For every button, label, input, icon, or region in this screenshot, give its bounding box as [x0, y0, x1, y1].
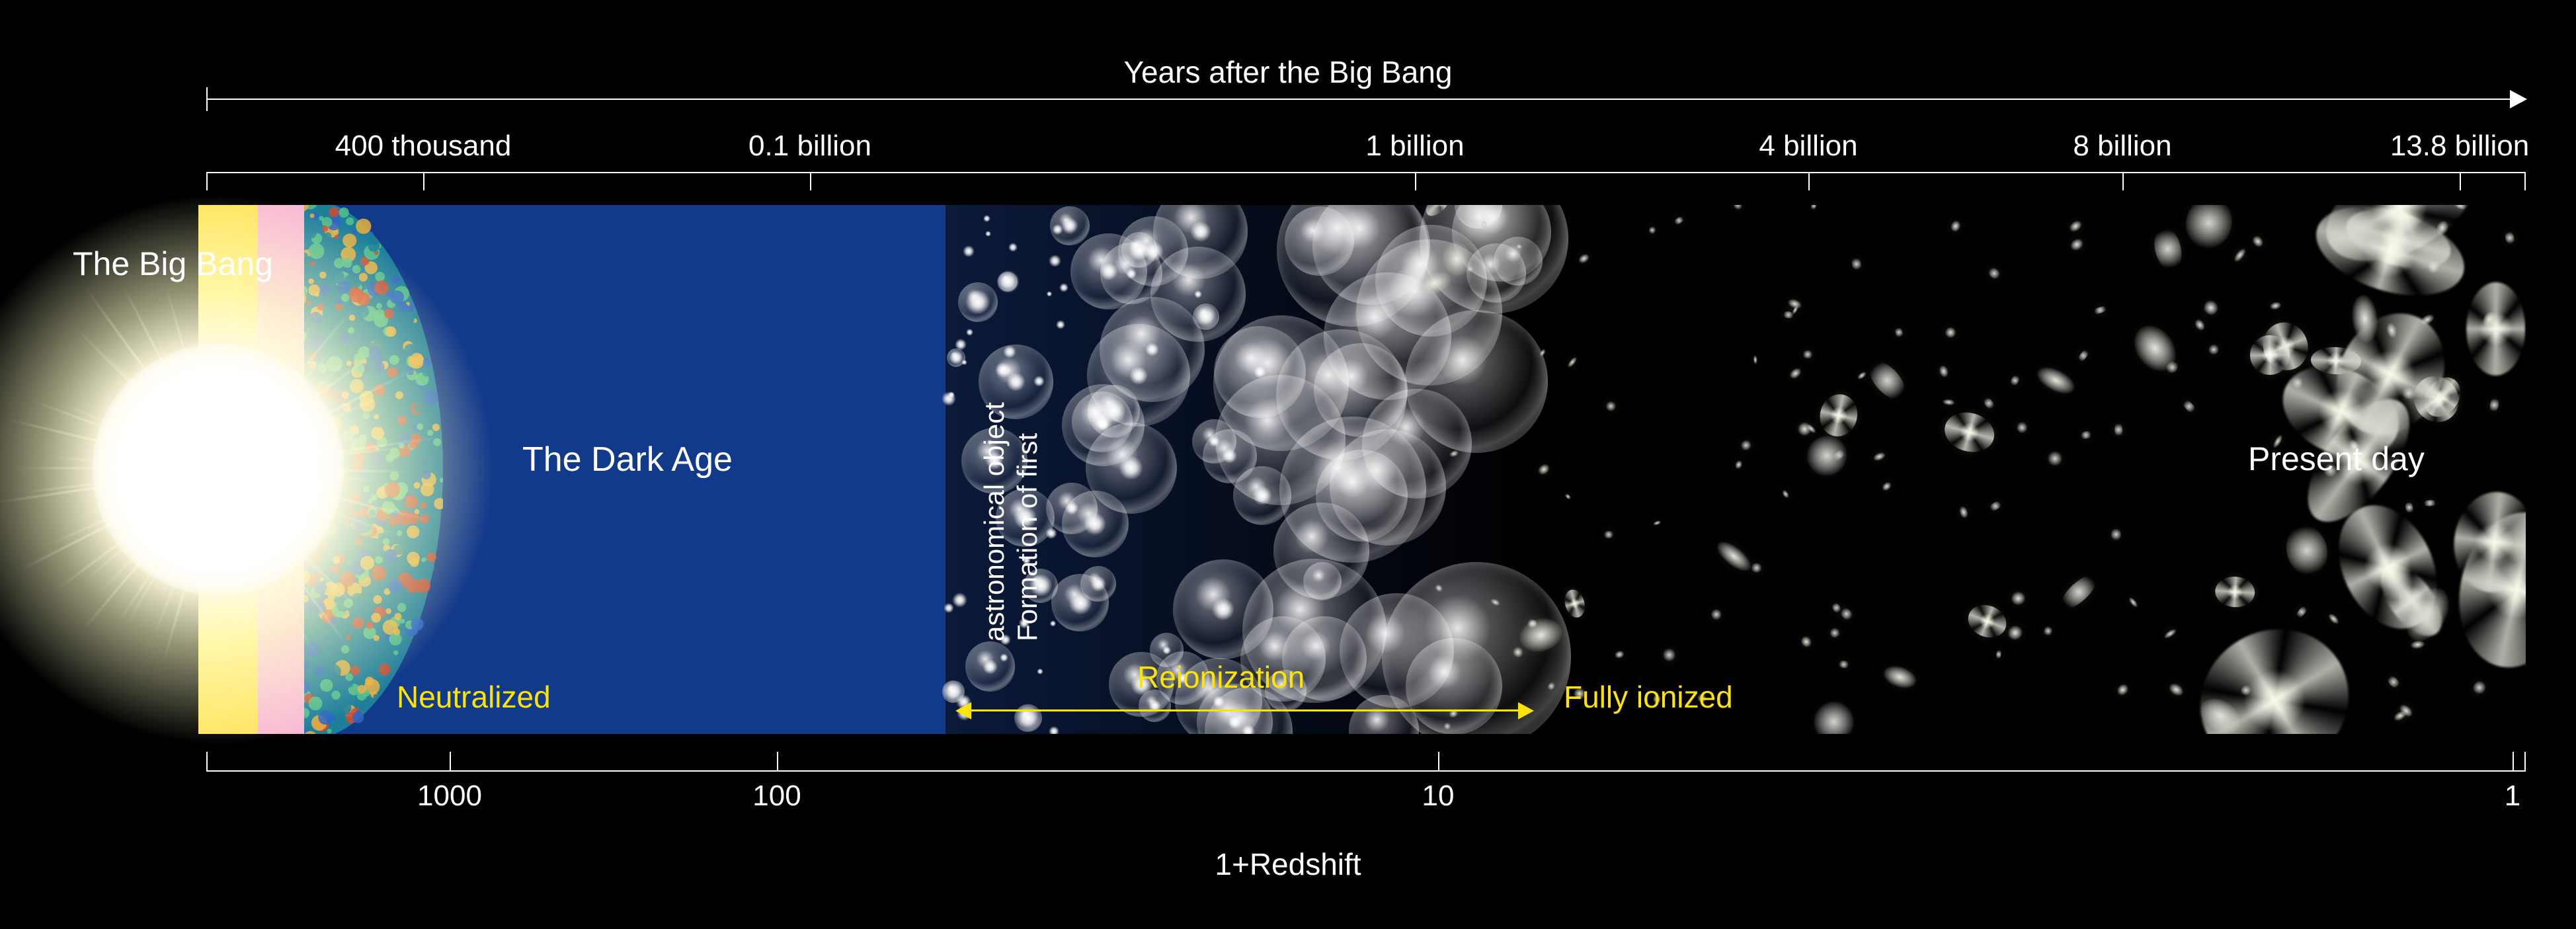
- top-axis-tick-line: [1415, 172, 1416, 190]
- top-axis-tick-line: [810, 172, 811, 190]
- bottom-axis-title: 1+Redshift: [1090, 846, 1486, 882]
- top-axis-tick-line: [2122, 172, 2124, 190]
- bottom-axis-right-cap: [2524, 752, 2526, 770]
- big-bang-core: [93, 344, 344, 595]
- ionization-state-label: Fully ionized: [1564, 679, 1733, 715]
- bottom-axis-tick-line: [450, 752, 451, 770]
- top-axis-line: [206, 172, 2526, 173]
- bottom-axis-tick-line: [1438, 752, 1439, 770]
- top-timeline-arrow-head: [2510, 90, 2527, 108]
- bottom-axis-tick-line: [2513, 752, 2514, 770]
- big-bang-label: The Big Bang: [73, 245, 273, 283]
- reionization-arrow-line: [970, 709, 1519, 711]
- top-axis-tick-label: 8 billion: [2003, 130, 2241, 163]
- reionization-label: Reionization: [1137, 659, 1305, 695]
- top-axis-tick-line: [423, 172, 424, 190]
- reionization-arrow-head-right: [1518, 702, 1534, 719]
- bottom-axis-tick-line: [777, 752, 778, 770]
- top-axis-tick-label: 4 billion: [1689, 130, 1927, 163]
- bottom-axis-tick-label: 100: [698, 780, 856, 813]
- ionization-state-labels: Fully ionizedNeutralizedFully ionized: [206, 205, 2526, 734]
- top-axis-title: Years after the Big Bang: [1024, 54, 1552, 90]
- top-axis-tick-label: 0.1 billion: [691, 130, 929, 163]
- reionization-arrow-head-left: [955, 702, 971, 719]
- bottom-axis-tick-label: 1: [2433, 780, 2576, 813]
- top-axis-tick-line: [1808, 172, 1810, 190]
- timeline-strip: The Dark Age Present day Recombination F…: [206, 205, 2526, 734]
- cosmic-timeline-diagram: Years after the Big Bang 400 thousand 0.1…: [0, 0, 2576, 929]
- top-axis-tick-label: 400 thousand: [304, 130, 542, 163]
- top-timeline-arrow-start-cap: [206, 87, 208, 111]
- top-axis-tick-label: 13.8 billion: [2341, 130, 2576, 163]
- top-axis-tick-line: [2460, 172, 2461, 190]
- top-axis-right-cap: [2524, 172, 2526, 190]
- top-timeline-arrow-line: [206, 99, 2513, 100]
- top-axis-tick-label: 1 billion: [1296, 130, 1534, 163]
- bottom-axis-tick-label: 10: [1359, 780, 1517, 813]
- bottom-axis-tick-label: 1000: [370, 780, 529, 813]
- top-axis-left-cap: [206, 172, 208, 190]
- bottom-axis-left-cap: [206, 752, 208, 770]
- bottom-axis-line: [206, 770, 2526, 772]
